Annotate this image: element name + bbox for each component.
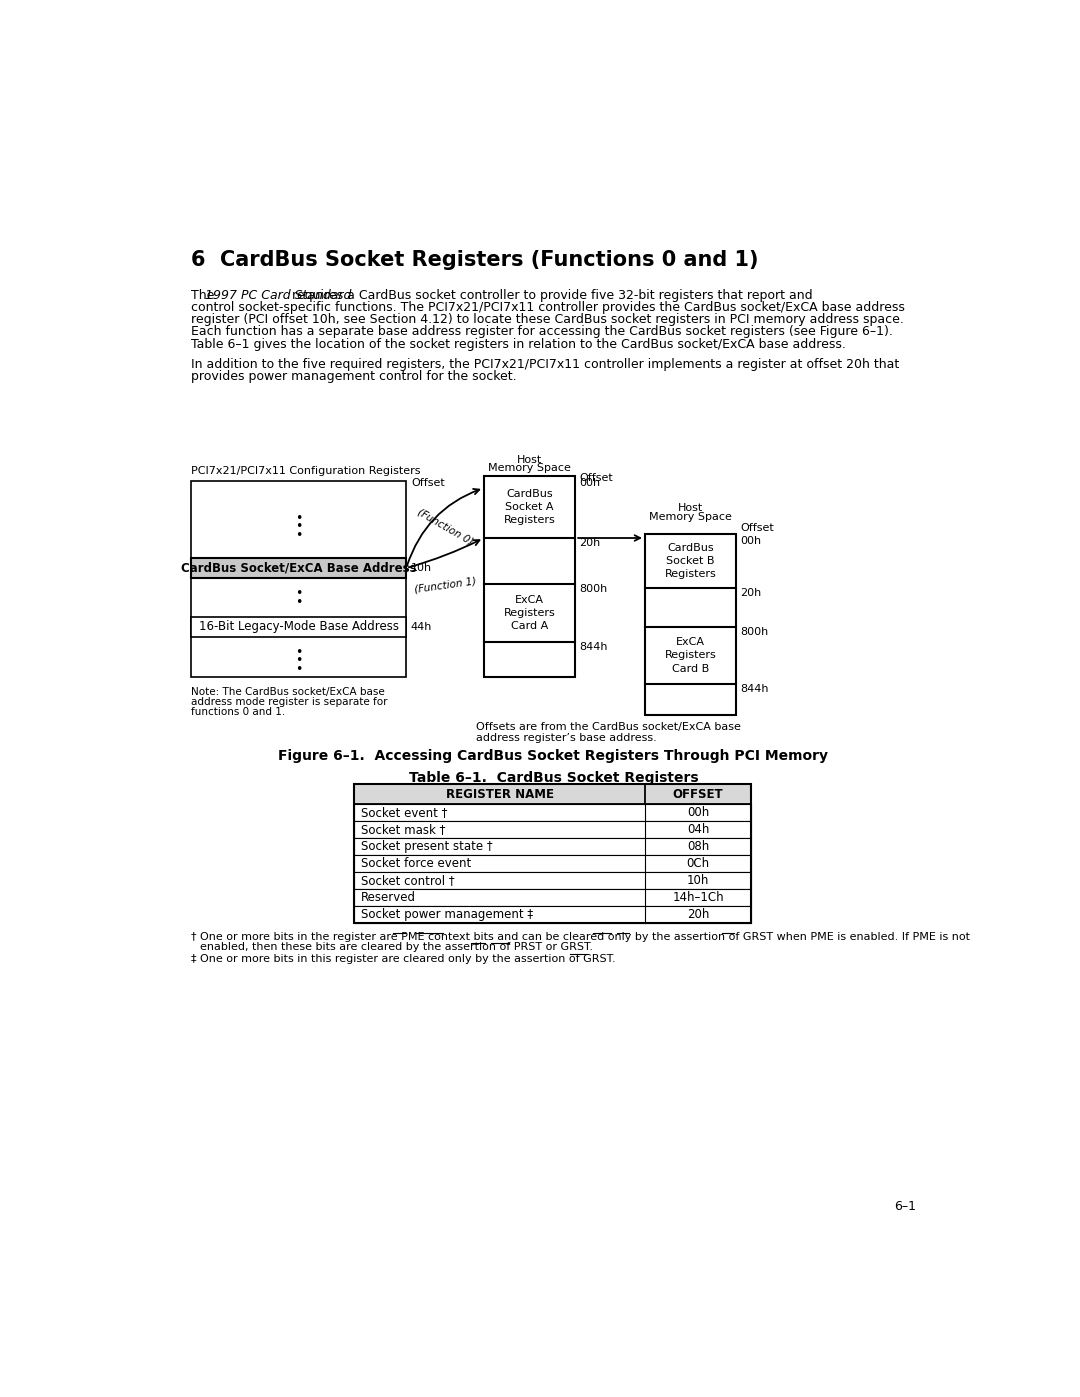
Text: 6  CardBus Socket Registers (Functions 0 and 1): 6 CardBus Socket Registers (Functions 0 … bbox=[191, 250, 758, 270]
Text: 04h: 04h bbox=[687, 823, 710, 837]
Text: Socket mask †: Socket mask † bbox=[361, 823, 445, 837]
Text: •: • bbox=[295, 587, 302, 601]
Text: OFFSET: OFFSET bbox=[673, 788, 724, 800]
Text: 20h: 20h bbox=[579, 538, 600, 548]
Text: •: • bbox=[295, 520, 302, 534]
Text: 08h: 08h bbox=[687, 840, 710, 854]
Text: Offset: Offset bbox=[740, 522, 774, 532]
Text: Offset: Offset bbox=[579, 472, 612, 482]
Text: control socket-specific functions. The PCI7x21/PCI7x11 controller provides the C: control socket-specific functions. The P… bbox=[191, 300, 905, 314]
Bar bbox=[191, 557, 406, 578]
Text: register (PCI offset 10h, see Section 4.12) to locate these CardBus socket regis: register (PCI offset 10h, see Section 4.… bbox=[191, 313, 904, 326]
Text: 6–1: 6–1 bbox=[894, 1200, 916, 1213]
Text: CardBus
Socket A
Registers: CardBus Socket A Registers bbox=[503, 489, 555, 525]
Text: 14h–1Ch: 14h–1Ch bbox=[672, 891, 724, 904]
Text: The: The bbox=[191, 289, 218, 302]
Text: •: • bbox=[295, 595, 302, 609]
Text: 800h: 800h bbox=[579, 584, 607, 594]
Text: 00h: 00h bbox=[687, 806, 710, 820]
Text: Each function has a separate base address register for accessing the CardBus soc: Each function has a separate base addres… bbox=[191, 326, 893, 338]
Text: CardBus Socket/ExCA Base Address: CardBus Socket/ExCA Base Address bbox=[180, 562, 416, 574]
Text: 00h: 00h bbox=[579, 478, 600, 488]
Text: † One or more bits in the register are PME context bits and can be cleared only : † One or more bits in the register are P… bbox=[191, 932, 970, 942]
Text: Socket control †: Socket control † bbox=[361, 875, 455, 887]
Text: Table 6–1.  CardBus Socket Registers: Table 6–1. CardBus Socket Registers bbox=[408, 771, 699, 785]
Text: 10h: 10h bbox=[687, 875, 710, 887]
Bar bbox=[191, 481, 406, 678]
Text: CardBus
Socket B
Registers: CardBus Socket B Registers bbox=[665, 543, 716, 580]
Bar bbox=[354, 784, 751, 923]
Text: 800h: 800h bbox=[740, 627, 769, 637]
Text: 00h: 00h bbox=[740, 535, 761, 546]
Text: 20h: 20h bbox=[687, 908, 710, 921]
Text: REGISTER NAME: REGISTER NAME bbox=[446, 788, 554, 800]
Text: 16-Bit Legacy-Mode Base Address: 16-Bit Legacy-Mode Base Address bbox=[199, 620, 399, 633]
Text: Socket event †: Socket event † bbox=[361, 806, 447, 820]
Text: •: • bbox=[295, 662, 302, 676]
Text: (Function 1): (Function 1) bbox=[414, 576, 476, 594]
Text: Memory Space: Memory Space bbox=[488, 464, 571, 474]
Text: Socket present state †: Socket present state † bbox=[361, 840, 492, 854]
Bar bbox=[354, 784, 751, 805]
Text: Socket power management ‡: Socket power management ‡ bbox=[361, 908, 532, 921]
Bar bbox=[354, 805, 751, 821]
Text: (Function 0): (Function 0) bbox=[416, 507, 474, 546]
Bar bbox=[354, 855, 751, 872]
Bar bbox=[191, 616, 406, 637]
Text: •: • bbox=[295, 511, 302, 525]
Text: In addition to the five required registers, the PCI7x21/PCI7x11 controller imple: In addition to the five required registe… bbox=[191, 358, 899, 370]
Text: 844h: 844h bbox=[579, 643, 608, 652]
Text: •: • bbox=[295, 529, 302, 542]
Text: ExCA
Registers
Card A: ExCA Registers Card A bbox=[503, 595, 555, 631]
Text: provides power management control for the socket.: provides power management control for th… bbox=[191, 370, 516, 383]
Bar bbox=[354, 888, 751, 907]
Text: address mode register is separate for: address mode register is separate for bbox=[191, 697, 388, 707]
Text: address register’s base address.: address register’s base address. bbox=[476, 733, 657, 743]
Text: •: • bbox=[295, 654, 302, 668]
Text: 0Ch: 0Ch bbox=[687, 858, 710, 870]
Text: Memory Space: Memory Space bbox=[649, 511, 732, 522]
Text: Reserved: Reserved bbox=[361, 891, 416, 904]
Text: 1997 PC Card Standard: 1997 PC Card Standard bbox=[205, 289, 351, 302]
Text: Offset: Offset bbox=[410, 478, 445, 488]
Text: functions 0 and 1.: functions 0 and 1. bbox=[191, 707, 285, 717]
Text: Offsets are from the CardBus socket/ExCA base: Offsets are from the CardBus socket/ExCA… bbox=[476, 722, 741, 732]
Text: Host: Host bbox=[678, 503, 703, 513]
Text: ‡ One or more bits in this register are cleared only by the assertion of GRST.: ‡ One or more bits in this register are … bbox=[191, 954, 616, 964]
Bar bbox=[354, 821, 751, 838]
Text: 844h: 844h bbox=[740, 685, 769, 694]
Text: Host: Host bbox=[517, 455, 542, 465]
Text: PCI7x21/PCI7x11 Configuration Registers: PCI7x21/PCI7x11 Configuration Registers bbox=[191, 465, 420, 475]
Text: •: • bbox=[295, 645, 302, 659]
Text: enabled, then these bits are cleared by the assertion of PRST or GRST.: enabled, then these bits are cleared by … bbox=[200, 942, 593, 953]
Bar bbox=[645, 534, 737, 715]
Text: requires a CardBus socket controller to provide five 32-bit registers that repor: requires a CardBus socket controller to … bbox=[287, 289, 812, 302]
Text: 10h: 10h bbox=[410, 563, 432, 573]
Text: Table 6–1 gives the location of the socket registers in relation to the CardBus : Table 6–1 gives the location of the sock… bbox=[191, 338, 846, 351]
Bar bbox=[484, 476, 576, 676]
Text: Socket force event: Socket force event bbox=[361, 858, 471, 870]
Text: 44h: 44h bbox=[410, 622, 432, 631]
Text: 20h: 20h bbox=[740, 588, 761, 598]
Text: ExCA
Registers
Card B: ExCA Registers Card B bbox=[665, 637, 716, 673]
Text: Note: The CardBus socket/ExCA base: Note: The CardBus socket/ExCA base bbox=[191, 686, 384, 697]
Bar bbox=[354, 838, 751, 855]
Text: Figure 6–1.  Accessing CardBus Socket Registers Through PCI Memory: Figure 6–1. Accessing CardBus Socket Reg… bbox=[279, 749, 828, 763]
Bar bbox=[354, 872, 751, 888]
Bar bbox=[354, 907, 751, 923]
